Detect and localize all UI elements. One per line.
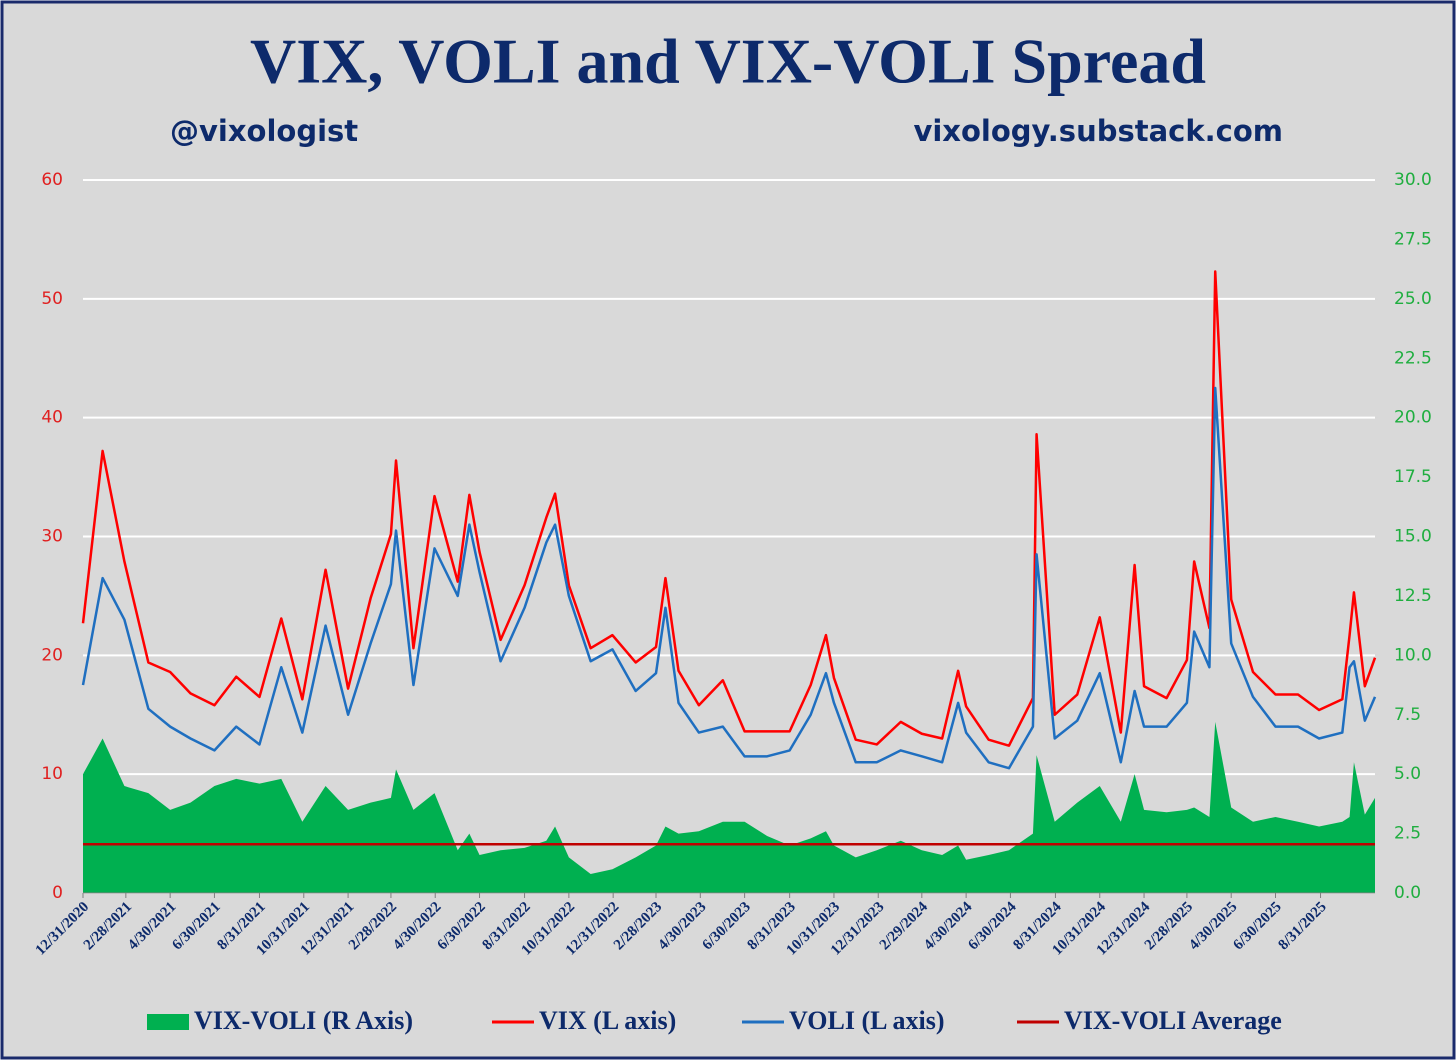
y2-tick-label: 12.5 (1394, 586, 1432, 606)
y-tick-label: 10 (41, 764, 63, 784)
y-tick-label: 60 (41, 170, 63, 190)
y2-tick-label: 0.0 (1394, 883, 1421, 903)
grid (83, 179, 1375, 894)
legend-label: VIX-VOLI (R Axis) (194, 1006, 413, 1035)
y-tick-label: 0 (52, 883, 63, 903)
y2-tick-label: 10.0 (1394, 645, 1432, 665)
y2-tick-label: 20.0 (1394, 408, 1432, 428)
plot-area (81, 270, 1377, 893)
y2-tick-label: 7.5 (1394, 705, 1421, 725)
legend-label: VOLI (L axis) (789, 1006, 945, 1035)
y2-tick-label: 25.0 (1394, 289, 1432, 309)
y2-tick-label: 27.5 (1394, 229, 1432, 249)
legend-label: VIX-VOLI Average (1064, 1006, 1282, 1035)
y2-tick-label: 5.0 (1394, 764, 1421, 784)
y-tick-label: 30 (41, 527, 63, 547)
y-tick-label: 20 (41, 645, 63, 665)
y2-tick-label: 22.5 (1394, 348, 1432, 368)
y-tick-label: 50 (41, 289, 63, 309)
y2-tick-label: 15.0 (1394, 527, 1432, 547)
legend-swatch (147, 1014, 189, 1030)
spread-area (83, 721, 1375, 893)
subtitle-right: vixology.substack.com (913, 114, 1283, 148)
series-line (81, 386, 1377, 770)
legend-label: VIX (L axis) (539, 1006, 676, 1035)
subtitle-left: @vixologist (170, 114, 358, 148)
chart-title: VIX, VOLI and VIX-VOLI Spread (250, 26, 1206, 97)
series-line (81, 270, 1377, 747)
y2-tick-label: 30.0 (1394, 170, 1432, 190)
y2-tick-label: 17.5 (1394, 467, 1432, 487)
y2-tick-label: 2.5 (1394, 824, 1421, 844)
legend: VIX-VOLI (R Axis) VIX (L axis) VOLI (L axi… (147, 1006, 1282, 1035)
y-tick-label: 40 (41, 408, 63, 428)
